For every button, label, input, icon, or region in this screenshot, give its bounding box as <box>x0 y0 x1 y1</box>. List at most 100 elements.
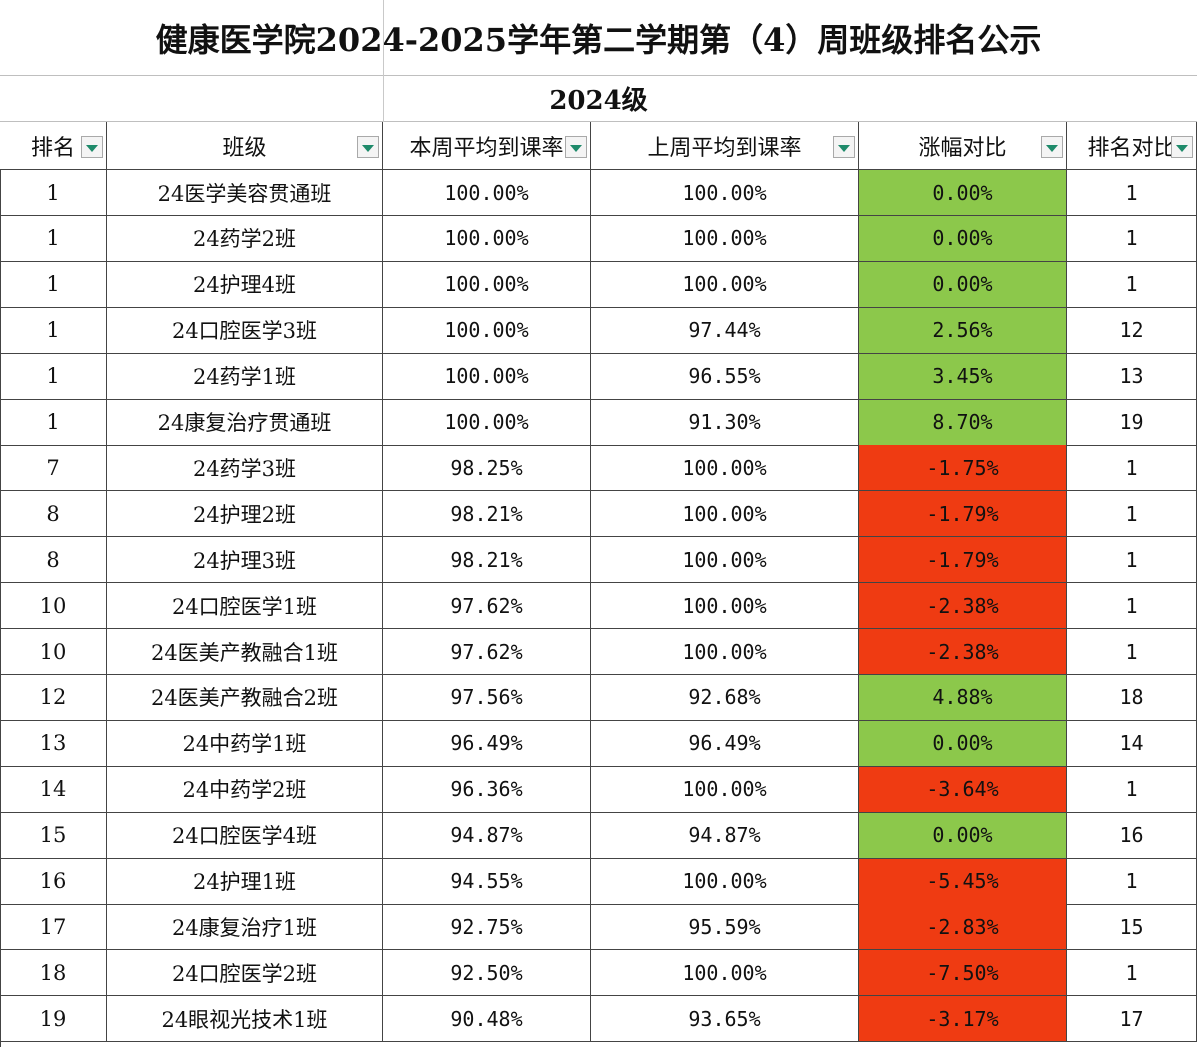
filter-dropdown-icon[interactable] <box>1171 136 1193 158</box>
change-cell: 0.00% <box>859 215 1067 262</box>
rank-cell: 1 <box>0 215 107 262</box>
last-week-cell: 91.30% <box>591 399 859 446</box>
change-cell: 0.00% <box>859 261 1067 308</box>
change-cell: 2.56% <box>859 307 1067 354</box>
rank-cell: 8 <box>0 537 107 584</box>
change-cell: -7.50% <box>859 950 1067 997</box>
class-cell: 24口腔医学1班 <box>107 583 383 630</box>
rank-cell: 18 <box>0 950 107 997</box>
change-cell: -1.79% <box>859 537 1067 584</box>
rank-cell: 12 <box>0 674 107 721</box>
rank-compare-cell: 1 <box>1067 583 1197 630</box>
class-cell: 24康复治疗1班 <box>107 904 383 951</box>
change-cell: -3.17% <box>859 996 1067 1043</box>
class-cell: 24药学2班 <box>107 215 383 262</box>
rank-compare-cell: 1 <box>1067 215 1197 262</box>
header-change-label: 涨幅对比 <box>918 135 1007 161</box>
this-week-cell: 97.62% <box>383 583 591 630</box>
rank-compare-cell: 18 <box>1067 674 1197 721</box>
rank-compare-cell: 1 <box>1067 629 1197 675</box>
filter-dropdown-icon[interactable] <box>565 136 587 158</box>
rank-cell: 10 <box>0 583 107 630</box>
this-week-cell: 100.00% <box>383 307 591 354</box>
rank-compare-cell: 1 <box>1067 858 1197 905</box>
rank-cell: 10 <box>0 629 107 675</box>
rank-cell: 7 <box>0 445 107 492</box>
change-cell: -1.79% <box>859 491 1067 538</box>
this-week-cell: 94.87% <box>383 812 591 859</box>
rank-cell: 16 <box>0 858 107 905</box>
header-rank-compare-label: 排名对比 <box>1087 135 1176 161</box>
last-week-cell: 100.00% <box>591 629 859 675</box>
rank-cell: 1 <box>0 261 107 308</box>
this-week-cell: 100.00% <box>383 170 591 216</box>
change-cell: -2.38% <box>859 629 1067 675</box>
class-cell: 24医学美容贯通班 <box>107 170 383 216</box>
this-week-cell: 97.56% <box>383 674 591 721</box>
class-cell: 24护理1班 <box>107 858 383 905</box>
last-week-cell: 97.44% <box>591 307 859 354</box>
class-cell: 24中药学1班 <box>107 720 383 767</box>
this-week-cell: 98.25% <box>383 445 591 492</box>
change-cell: -2.83% <box>859 904 1067 951</box>
last-week-cell: 96.55% <box>591 353 859 400</box>
rank-cell: 14 <box>0 766 107 813</box>
class-cell: 24护理2班 <box>107 491 383 538</box>
last-week-cell: 100.00% <box>591 445 859 492</box>
rank-compare-cell: 1 <box>1067 766 1197 813</box>
rank-cell: 1 <box>0 170 107 216</box>
class-cell: 24口腔医学2班 <box>107 950 383 997</box>
filter-dropdown-icon[interactable] <box>81 136 103 158</box>
filter-dropdown-icon[interactable] <box>357 136 379 158</box>
rank-compare-cell: 16 <box>1067 812 1197 859</box>
rank-compare-cell: 15 <box>1067 904 1197 951</box>
class-cell: 24眼视光技术1班 <box>107 996 383 1043</box>
table-left-border <box>0 122 1 1047</box>
filter-dropdown-icon[interactable] <box>833 136 855 158</box>
class-cell: 24护理4班 <box>107 261 383 308</box>
this-week-cell: 98.21% <box>383 491 591 538</box>
rank-cell: 13 <box>0 720 107 767</box>
change-cell: -5.45% <box>859 858 1067 905</box>
last-week-cell: 100.00% <box>591 766 859 813</box>
grade-subtitle: 2024级 <box>0 76 1197 122</box>
rank-cell: 19 <box>0 996 107 1043</box>
header-class: 班级 <box>107 122 383 170</box>
this-week-cell: 96.49% <box>383 720 591 767</box>
this-week-cell: 97.62% <box>383 629 591 675</box>
change-cell: -3.64% <box>859 766 1067 813</box>
header-rank-label: 排名 <box>30 135 75 161</box>
class-cell: 24护理3班 <box>107 537 383 584</box>
header-class-label: 班级 <box>222 135 267 161</box>
rank-compare-cell: 13 <box>1067 353 1197 400</box>
this-week-cell: 92.75% <box>383 904 591 951</box>
change-cell: -2.38% <box>859 583 1067 630</box>
rank-compare-cell: 12 <box>1067 307 1197 354</box>
rank-compare-cell: 1 <box>1067 445 1197 492</box>
last-week-cell: 100.00% <box>591 215 859 262</box>
this-week-cell: 98.21% <box>383 537 591 584</box>
change-cell: 0.00% <box>859 170 1067 216</box>
class-cell: 24中药学2班 <box>107 766 383 813</box>
column-divider <box>383 0 384 122</box>
header-change: 涨幅对比 <box>859 122 1067 170</box>
class-cell: 24医美产教融合2班 <box>107 674 383 721</box>
header-last-week: 上周平均到课率 <box>591 122 859 170</box>
last-week-cell: 100.00% <box>591 537 859 584</box>
change-cell: 0.00% <box>859 812 1067 859</box>
last-week-cell: 100.00% <box>591 583 859 630</box>
rank-compare-cell: 1 <box>1067 170 1197 216</box>
last-week-cell: 100.00% <box>591 491 859 538</box>
change-cell: 8.70% <box>859 399 1067 446</box>
this-week-cell: 100.00% <box>383 261 591 308</box>
rank-cell: 8 <box>0 491 107 538</box>
header-this-week-label: 本周平均到课率 <box>409 135 564 161</box>
header-this-week: 本周平均到课率 <box>383 122 591 170</box>
last-week-cell: 95.59% <box>591 904 859 951</box>
this-week-cell: 100.00% <box>383 399 591 446</box>
class-cell: 24康复治疗贯通班 <box>107 399 383 446</box>
filter-dropdown-icon[interactable] <box>1041 136 1063 158</box>
rank-compare-cell: 19 <box>1067 399 1197 446</box>
class-cell: 24医美产教融合1班 <box>107 629 383 675</box>
last-week-cell: 100.00% <box>591 170 859 216</box>
